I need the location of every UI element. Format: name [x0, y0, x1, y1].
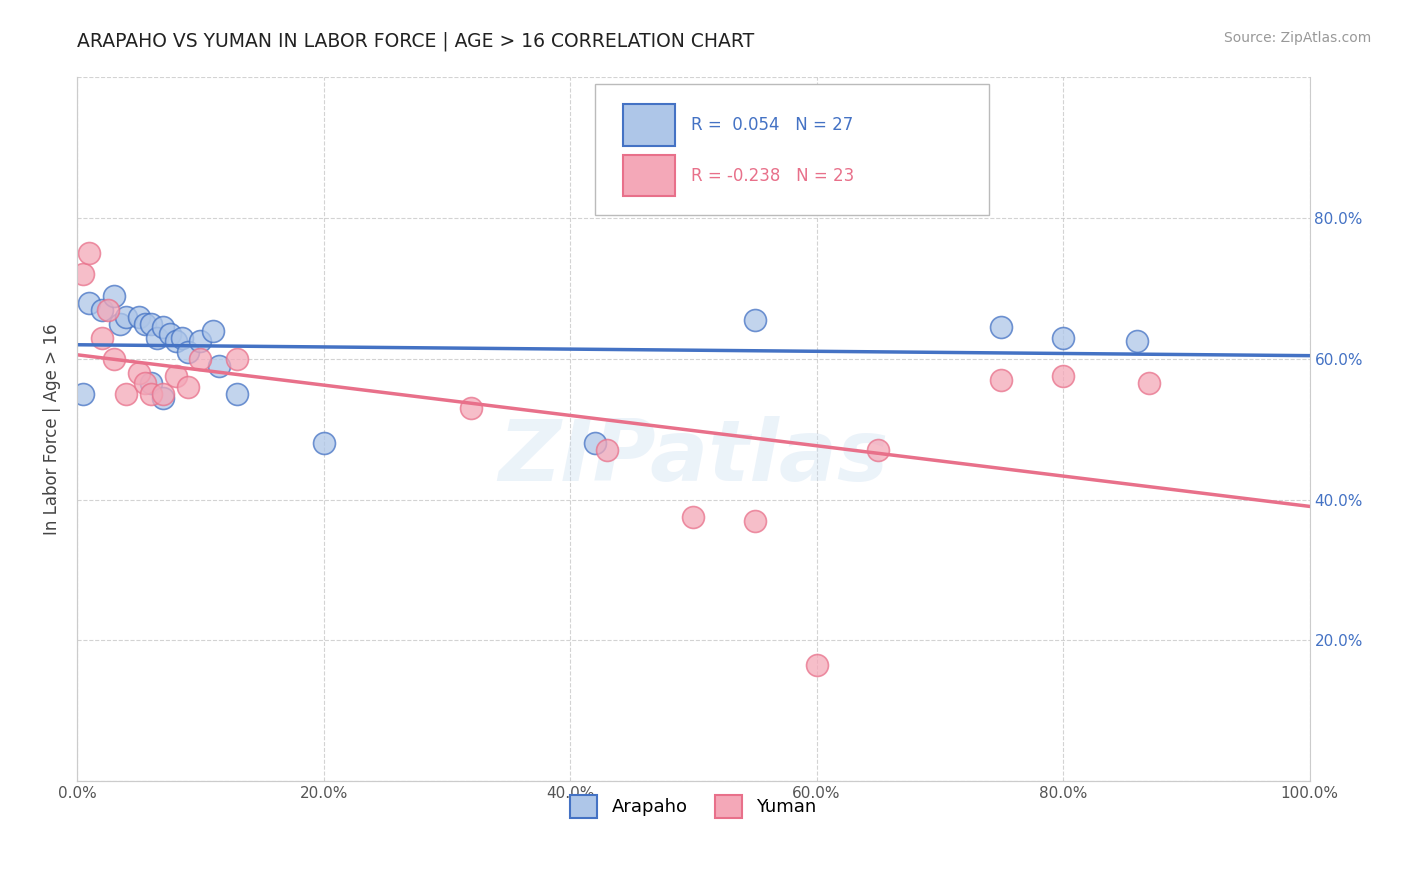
Point: [312, 436, 335, 450]
Point: [128, 310, 150, 324]
Point: [134, 376, 156, 391]
Text: R =  0.054   N = 27: R = 0.054 N = 27: [690, 116, 853, 134]
Point: [990, 320, 1012, 334]
Point: [1052, 369, 1074, 384]
Point: [134, 317, 156, 331]
Point: [152, 391, 174, 405]
Point: [188, 334, 211, 349]
FancyBboxPatch shape: [623, 155, 675, 196]
Point: [159, 327, 181, 342]
Point: [990, 373, 1012, 387]
Point: [806, 657, 828, 672]
Point: [79, 246, 101, 260]
Point: [152, 387, 174, 401]
Point: [165, 334, 187, 349]
Text: ARAPAHO VS YUMAN IN LABOR FORCE | AGE > 16 CORRELATION CHART: ARAPAHO VS YUMAN IN LABOR FORCE | AGE > …: [77, 31, 755, 51]
Point: [226, 387, 249, 401]
Point: [110, 317, 132, 331]
Point: [115, 310, 138, 324]
Point: [596, 443, 619, 458]
Legend: Arapaho, Yuman: Arapaho, Yuman: [562, 789, 824, 825]
Text: ZIPatlas: ZIPatlas: [498, 416, 889, 499]
Y-axis label: In Labor Force | Age > 16: In Labor Force | Age > 16: [44, 324, 60, 535]
Point: [170, 331, 193, 345]
Point: [201, 324, 224, 338]
Point: [744, 514, 766, 528]
Point: [165, 369, 187, 384]
Point: [139, 376, 162, 391]
Point: [115, 387, 138, 401]
Point: [152, 320, 174, 334]
Point: [460, 401, 482, 416]
Point: [682, 510, 704, 524]
Point: [72, 387, 94, 401]
Point: [226, 351, 249, 366]
Point: [90, 302, 112, 317]
Point: [1052, 331, 1074, 345]
Point: [1137, 376, 1160, 391]
Point: [1126, 334, 1149, 349]
Point: [583, 436, 606, 450]
Point: [177, 344, 200, 359]
Text: Source: ZipAtlas.com: Source: ZipAtlas.com: [1223, 31, 1371, 45]
Point: [79, 295, 101, 310]
Point: [139, 317, 162, 331]
Point: [97, 302, 120, 317]
FancyBboxPatch shape: [595, 85, 988, 215]
Point: [744, 313, 766, 327]
FancyBboxPatch shape: [623, 104, 675, 145]
Point: [188, 351, 211, 366]
Point: [103, 351, 125, 366]
Point: [139, 387, 162, 401]
Point: [103, 288, 125, 302]
Point: [90, 331, 112, 345]
Point: [208, 359, 231, 373]
Text: R = -0.238   N = 23: R = -0.238 N = 23: [690, 167, 853, 185]
Point: [868, 443, 890, 458]
Point: [128, 366, 150, 380]
Point: [72, 268, 94, 282]
Point: [146, 331, 169, 345]
Point: [177, 380, 200, 394]
